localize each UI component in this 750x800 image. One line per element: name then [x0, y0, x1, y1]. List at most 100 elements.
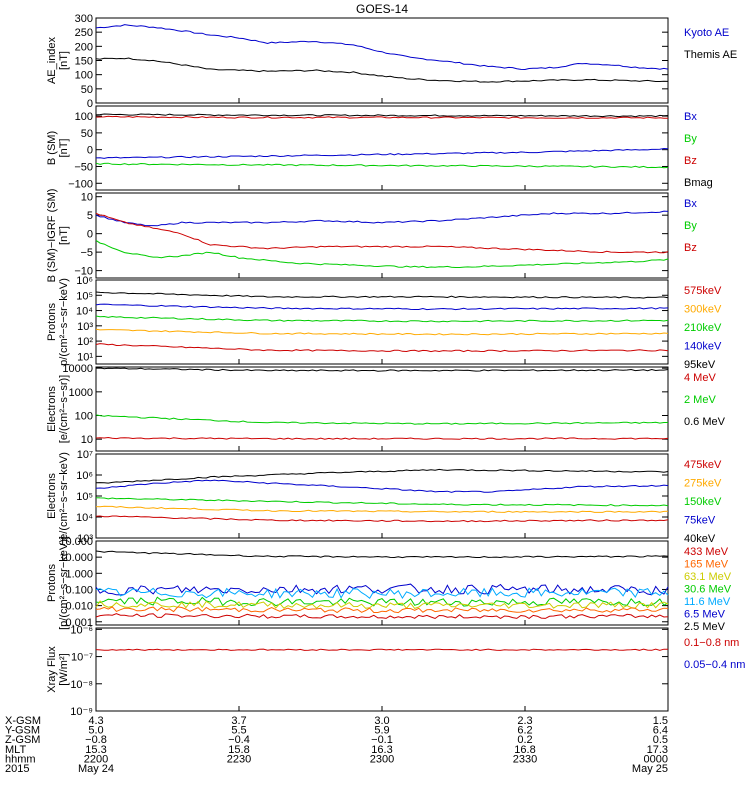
ytick-label-protons1: 10⁶	[76, 275, 93, 287]
ytick-label-protons1: 10¹	[77, 351, 93, 363]
xaxis-value: 16.8	[514, 744, 535, 756]
ytick-label-protons2: 0.010	[65, 601, 93, 613]
legend-electrons2-475kev: 475keV	[684, 459, 722, 471]
ylabel-electrons2: Electrons	[46, 473, 58, 519]
series-protons2-2-5-mev	[95, 550, 669, 559]
xaxis-value: 15.8	[228, 744, 249, 756]
legend-ae-themis-ae: Themis AE	[684, 49, 737, 61]
xaxis-value: 3.7	[231, 715, 246, 727]
ytick-label-bigrf: 5	[87, 210, 93, 222]
legend-bigrf-bx: Bx	[684, 198, 697, 210]
series-protons1-140kev	[95, 303, 669, 311]
ytick-label-xray: 10⁻⁷	[71, 652, 93, 664]
ytick-label-ae: 200	[75, 41, 93, 53]
series-bsm-bmag	[95, 113, 669, 118]
series-protons2-11-6-mev	[95, 587, 669, 600]
ytick-label-electrons2: 10³	[77, 533, 93, 545]
ylabel-unit-ae: [nT]	[58, 51, 70, 70]
ytick-label-bsm: 50	[81, 128, 93, 140]
ytick-label-protons2: 0.001	[65, 617, 93, 629]
ylabel-unit-protons2: [p/(cm²−s−sr−keV)]	[58, 536, 70, 630]
xaxis-value: 5.9	[374, 725, 389, 737]
series-protons1-95kev	[95, 291, 669, 299]
ytick-label-protons1: 10³	[77, 321, 93, 333]
xaxis-value: 6.2	[517, 725, 532, 737]
series-ae-kyoto-ae	[95, 24, 669, 71]
ytick-label-ae: 150	[75, 56, 93, 68]
legend-xray-0-1-0-8-nm: 0.1−0.8 nm	[684, 637, 739, 649]
legend-protons2-2-5-mev: 2.5 MeV	[684, 621, 726, 633]
panel-frame-protons1	[95, 279, 669, 365]
xaxis-value: 4.3	[88, 715, 103, 727]
legend-protons1-95kev: 95keV	[684, 359, 716, 371]
ylabel-xray: Xray Flux	[46, 646, 58, 693]
series-bsm-bz	[95, 115, 668, 119]
legend-protons1-210kev: 210keV	[684, 322, 722, 334]
ylabel-unit-electrons2: e/(cm²−s−sr−keV)	[58, 452, 70, 540]
legend-ae-kyoto-ae: Kyoto AE	[684, 27, 729, 39]
ytick-label-xray: 10⁻⁸	[70, 679, 93, 691]
series-electrons1-4-mev	[95, 436, 669, 440]
legend-protons1-300kev: 300keV	[684, 304, 722, 316]
legend-bigrf-by: By	[684, 220, 697, 232]
xaxis-row-label: MLT	[5, 744, 26, 756]
legend-electrons2-40kev: 40keV	[684, 533, 716, 545]
legend-protons2-30-6-mev: 30.6 MeV	[684, 584, 732, 596]
ytick-label-electrons2: 10⁴	[76, 512, 93, 524]
xaxis-value: 2200	[84, 753, 108, 765]
ytick-label-electrons2: 10⁵	[76, 491, 93, 503]
legend-protons2-6-5-mev: 6.5 MeV	[684, 609, 726, 621]
series-protons2-165-mev	[95, 606, 669, 614]
ytick-label-ae: 50	[81, 84, 93, 96]
xaxis-value: 17.3	[647, 744, 668, 756]
series-protons2-6-5-mev	[95, 583, 669, 596]
xaxis-row-label: hhmm	[5, 753, 36, 765]
xaxis-row-label: 2015	[5, 763, 29, 775]
legend-protons2-11-6-mev: 11.6 MeV	[684, 596, 731, 608]
legend-electrons2-75kev: 75keV	[684, 515, 716, 527]
ylabel-bsm: B (SM)	[46, 131, 58, 165]
ytick-label-electrons1: 1000	[69, 387, 93, 399]
ytick-label-electrons1: 100	[75, 411, 93, 423]
xaxis-row-label: Y-GSM	[5, 725, 40, 737]
xaxis-value: 1.5	[653, 715, 668, 727]
legend-bigrf-bz: Bz	[684, 242, 697, 254]
ytick-label-bigrf: 0	[87, 229, 93, 241]
series-protons1-575kev	[95, 343, 669, 353]
ytick-label-protons2: 1.000	[65, 568, 93, 580]
ytick-label-bsm: −50	[74, 161, 93, 173]
series-electrons2-75kev	[95, 479, 669, 493]
ytick-label-ae: 300	[75, 13, 93, 25]
series-protons2-63-1-mev	[95, 600, 669, 610]
ytick-label-bigrf: −10	[74, 266, 93, 278]
series-electrons2-150kev	[95, 497, 669, 507]
series-electrons2-40kev	[95, 468, 669, 484]
xaxis-value: 3.0	[374, 715, 389, 727]
xaxis-value: May 24	[78, 763, 114, 775]
xaxis-value: 0000	[644, 753, 668, 765]
xaxis-value: −0.8	[85, 734, 107, 746]
ylabel-electrons1: Electrons	[46, 386, 58, 432]
legend-protons2-63-1-mev: 63.1 MeV	[684, 571, 732, 583]
ylabel-protons1: Protons	[46, 303, 58, 341]
ytick-label-protons1: 10⁵	[76, 290, 93, 302]
xaxis-value: 2230	[227, 753, 251, 765]
xaxis-value: 15.3	[85, 744, 106, 756]
legend-electrons1-2-mev: 2 MeV	[684, 394, 716, 406]
legend-bsm-bz: Bz	[684, 155, 697, 167]
series-bsm-by	[95, 162, 669, 169]
ytick-label-electrons2: 10⁷	[77, 449, 93, 461]
ytick-label-ae: 0	[87, 98, 93, 110]
legend-protons1-575kev: 575keV	[684, 285, 722, 297]
xaxis-value: 5.0	[88, 725, 103, 737]
ylabel-ae: AE_index	[46, 36, 58, 84]
legend-electrons1-4-mev: 4 MeV	[684, 372, 716, 384]
series-protons1-300kev	[95, 328, 669, 336]
ytick-label-xray: 10⁻⁹	[70, 706, 93, 718]
ylabel-unit-bsm: [nT]	[58, 139, 70, 158]
series-xray-0-1-0-8-nm	[95, 648, 669, 651]
panel-frame-bigrf	[95, 192, 669, 279]
series-protons1-210kev	[95, 315, 669, 323]
ylabel-unit-protons1: p/(cm²−s−sr−keV)	[58, 278, 70, 366]
ylabel-protons2: Protons	[46, 564, 58, 602]
